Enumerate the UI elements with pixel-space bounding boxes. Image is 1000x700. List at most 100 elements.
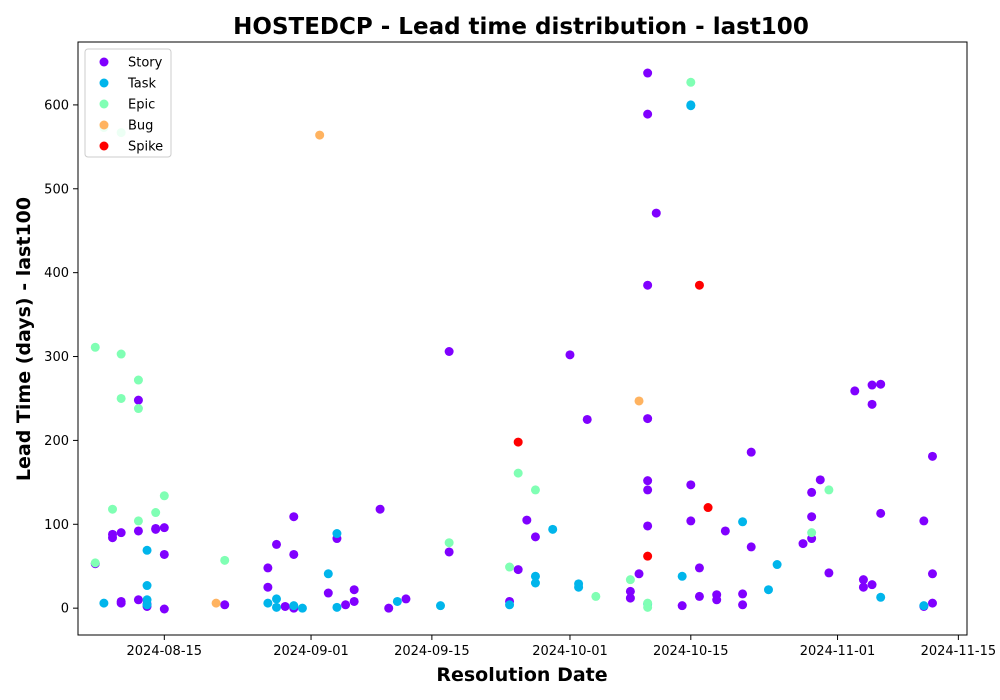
x-axis-ticks: 2024-08-15 2024-09-01 2024-09-15 2024-10-01… [127,635,997,659]
point-task-12 [332,602,342,612]
legend-frame [84,48,172,158]
point-story-37 [530,532,540,542]
legend-label-task: Task [127,77,157,92]
x-tick-label: 2024-10-01 [532,644,608,659]
point-epic-22 [807,528,817,538]
point-task-15 [505,600,515,610]
point-story-76 [876,508,886,518]
point-story-26 [341,600,351,610]
point-story-20 [280,601,290,611]
legend-label-spike: Spike [128,140,163,155]
point-story-44 [643,109,653,119]
point-epic-21 [686,77,696,87]
x-tick-label: 2024-11-15 [921,644,997,659]
point-story-41 [625,593,635,603]
point-task-4 [142,600,152,610]
point-epic-4 [116,349,126,359]
legend-label-story: Story [128,56,163,71]
point-story-28 [349,596,359,606]
point-epic-7 [133,375,143,385]
point-story-8 [133,395,143,405]
point-bug-0 [211,598,221,608]
point-epic-1 [90,342,100,352]
point-story-75 [876,379,886,389]
x-axis-label: Resolution Date [436,664,607,686]
point-epic-16 [530,485,540,495]
point-story-18 [263,582,273,592]
legend-marker-spike [99,141,109,151]
point-story-15 [159,604,169,614]
point-story-58 [720,526,730,536]
point-task-2 [142,581,152,591]
point-story-22 [289,549,299,559]
point-story-51 [677,601,687,611]
point-epic-13 [444,538,454,548]
point-task-27 [772,560,782,570]
point-story-5 [116,598,126,608]
y-tick-label: 300 [44,350,69,365]
y-axis-label: Lead Time (days) - last100 [13,197,35,481]
point-story-63 [798,539,808,549]
point-story-54 [694,591,704,601]
y-tick-label: 600 [44,98,69,113]
point-bug-2 [634,396,644,406]
y-tick-label: 200 [44,434,69,449]
point-story-47 [643,476,653,486]
point-epic-23 [824,485,834,495]
x-tick-label: 2024-09-15 [394,644,470,659]
point-story-3 [116,528,126,538]
point-story-48 [643,485,653,495]
y-tick-label: 0 [61,602,69,617]
point-task-26 [763,585,773,595]
point-task-29 [919,601,929,611]
point-story-39 [582,414,592,424]
legend-marker-task [99,78,109,88]
point-story-53 [686,516,696,526]
point-task-1 [142,545,152,555]
point-epic-14 [505,562,515,572]
x-tick-label: 2024-09-01 [273,644,349,659]
point-epic-17 [591,591,601,601]
point-story-60 [738,600,748,610]
point-epic-12 [220,555,230,565]
legend-label-epic: Epic [128,98,155,113]
point-story-31 [401,594,411,604]
point-story-27 [349,585,359,595]
point-task-7 [272,602,282,612]
point-story-62 [746,542,756,552]
point-story-79 [927,598,937,608]
point-story-61 [746,447,756,457]
point-story-16 [220,600,230,610]
point-bug-1 [315,130,325,140]
point-story-50 [651,208,661,218]
y-tick-label: 400 [44,266,69,281]
point-task-18 [548,524,558,534]
point-story-72 [867,399,877,409]
point-story-2 [108,529,118,539]
point-task-9 [297,603,307,613]
point-story-74 [867,580,877,590]
point-story-35 [513,565,523,575]
data-points [90,68,937,614]
point-task-13 [392,596,402,606]
point-epic-8 [133,404,143,414]
point-task-6 [272,594,282,604]
point-story-65 [807,512,817,522]
point-epic-20 [643,602,653,612]
point-task-14 [436,601,445,611]
legend-marker-bug [99,120,109,130]
legend-marker-story [99,57,109,67]
point-story-21 [289,512,299,522]
legend-marker-epic [99,99,109,109]
point-story-6 [133,595,143,605]
y-axis-ticks: 0 100 200 300 400 500 600 [44,98,78,617]
point-story-57 [712,595,722,605]
point-story-59 [738,589,748,599]
point-task-24 [686,101,696,111]
point-story-45 [643,280,653,290]
point-task-5 [263,598,273,608]
point-story-77 [919,516,929,526]
point-task-17 [530,578,540,588]
point-story-40 [625,586,635,596]
